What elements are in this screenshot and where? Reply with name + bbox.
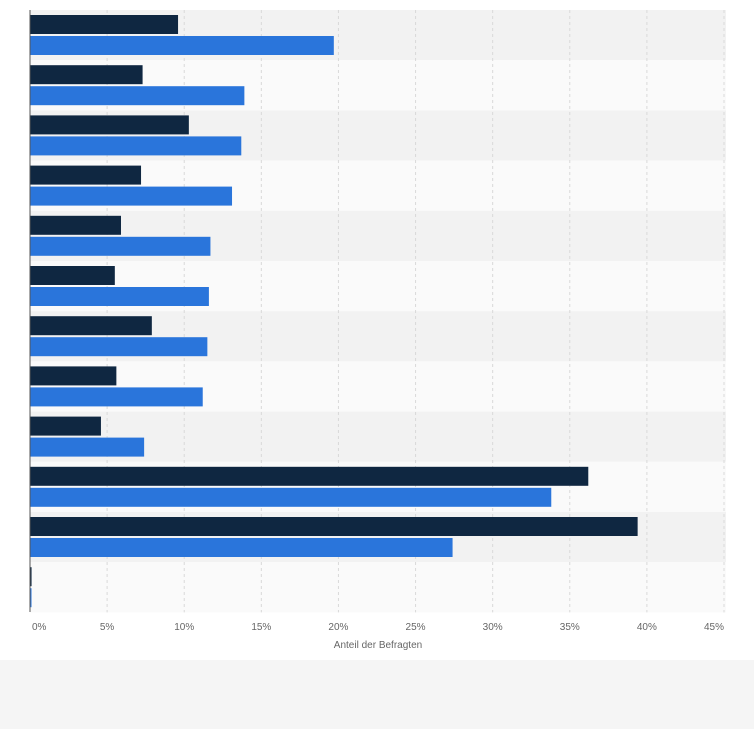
x-tick-label: 25% <box>406 622 426 633</box>
bars <box>30 15 638 608</box>
bar-series-1[interactable] <box>30 316 152 336</box>
bar-series-2[interactable] <box>30 387 203 407</box>
bar-series-2[interactable] <box>30 538 453 557</box>
x-tick-label: 45% <box>704 622 724 633</box>
gridlines <box>106 10 725 613</box>
bar-series-1[interactable] <box>30 517 638 536</box>
x-tick-label: 10% <box>174 622 194 633</box>
bar-series-1[interactable] <box>30 65 143 85</box>
bar-series-2[interactable] <box>30 36 334 55</box>
row-band <box>30 411 726 462</box>
chart-area: 0% 5% 10% 15% 20% 25% 30% 35% 40% 45% Anteil der … <box>29 10 726 651</box>
x-tick-label: 30% <box>483 622 503 633</box>
x-tick-label: 35% <box>560 622 580 633</box>
bar-chart: 0% 5% 10% 15% 20% 25% 30% 35% 40% 45% Anteil der … <box>29 10 726 651</box>
x-tick-label: 5% <box>100 622 115 633</box>
bar-series-2[interactable] <box>30 337 208 357</box>
bar-series-1[interactable] <box>30 165 142 185</box>
x-tick-label: 40% <box>637 622 657 633</box>
bar-series-2[interactable] <box>30 487 552 507</box>
x-axis-title: Anteil der Befragten <box>334 640 422 651</box>
bar-series-2[interactable] <box>30 136 242 156</box>
x-tick-label: 15% <box>251 622 271 633</box>
bar-series-2[interactable] <box>30 86 245 106</box>
x-tick-label: 20% <box>328 622 348 633</box>
bar-series-1[interactable] <box>30 366 117 386</box>
bar-series-1[interactable] <box>30 15 179 34</box>
x-tick-label: 0% <box>32 622 47 633</box>
bar-series-2[interactable] <box>30 437 145 457</box>
bar-series-1[interactable] <box>30 215 121 235</box>
bar-series-2[interactable] <box>30 186 233 206</box>
bar-series-2[interactable] <box>30 287 209 306</box>
row-band <box>30 562 726 613</box>
x-axis-ticks: 0% 5% 10% 15% 20% 25% 30% 35% 40% 45% <box>32 622 724 633</box>
bar-series-1[interactable] <box>30 567 32 587</box>
bar-series-1[interactable] <box>30 266 115 285</box>
bar-series-1[interactable] <box>30 466 589 486</box>
bar-series-2[interactable] <box>30 588 32 608</box>
bar-series-1[interactable] <box>30 115 189 135</box>
bar-series-1[interactable] <box>30 416 101 436</box>
footer-area <box>0 660 754 729</box>
bar-series-2[interactable] <box>30 236 211 256</box>
